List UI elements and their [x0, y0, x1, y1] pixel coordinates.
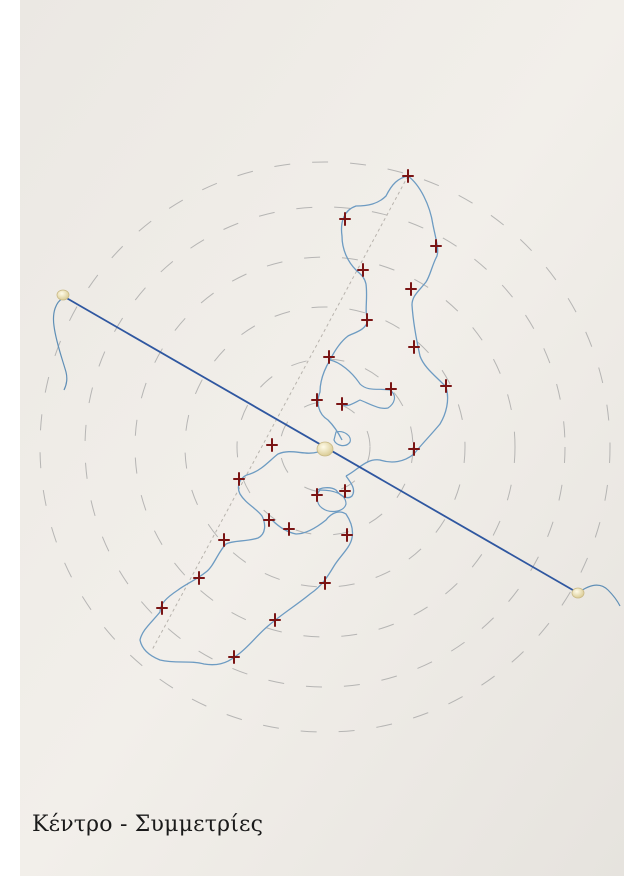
circle-ring: [84, 206, 566, 688]
cross-mark: [336, 397, 348, 411]
cross-mark: [319, 576, 331, 590]
cross-mark: [402, 169, 414, 183]
cross-mark: [269, 613, 281, 627]
cross-mark: [385, 382, 397, 396]
cross-mark: [405, 282, 417, 296]
cross-mark: [357, 263, 369, 277]
cross-mark: [430, 239, 442, 253]
cross-mark: [228, 650, 240, 664]
cross-mark: [311, 488, 323, 502]
loose-thread-left: [52, 297, 68, 391]
cross-mark: [156, 601, 168, 615]
cross-mark: [323, 350, 335, 364]
cross-mark: [193, 571, 205, 585]
cross-mark: [263, 513, 275, 527]
cross-mark: [339, 212, 351, 226]
circle-ring: [279, 401, 371, 493]
cross-mark: [408, 340, 420, 354]
paper-sheet: [20, 0, 624, 876]
cross-mark: [218, 533, 230, 547]
cross-mark: [339, 484, 351, 498]
loose-thread-right: [577, 584, 621, 607]
circle-ring: [39, 161, 611, 733]
pin-left: [56, 289, 70, 301]
cross-mark: [341, 528, 353, 542]
pins: [56, 289, 585, 599]
cross-mark: [266, 438, 278, 452]
cross-mark: [408, 442, 420, 456]
cross-mark: [440, 379, 452, 393]
circle-ring: [134, 256, 516, 638]
cross-mark: [283, 522, 295, 536]
cross-mark: [311, 393, 323, 407]
caption: Κέντρο - Συμμετρίες: [32, 812, 264, 837]
cross-mark: [233, 472, 245, 486]
island-thread-upper: [317, 175, 449, 477]
cross-marks: [156, 169, 452, 664]
pin-center: [316, 441, 334, 457]
circle-ring: [184, 306, 466, 588]
pin-right: [571, 587, 585, 599]
cross-mark: [361, 313, 373, 327]
